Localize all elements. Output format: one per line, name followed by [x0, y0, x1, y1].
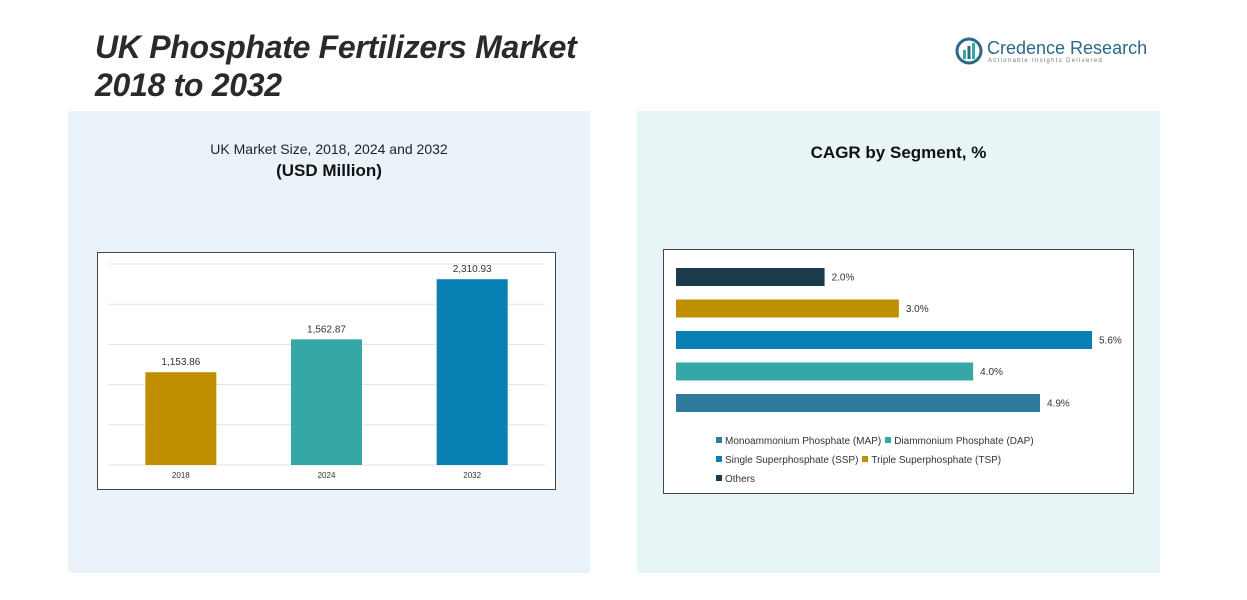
legend-swatch: [716, 475, 722, 481]
legend-swatch: [716, 437, 722, 443]
legend-swatch: [885, 437, 892, 443]
legend-item-triple-superphosphate-tsp: Triple Superphosphate (TSP): [862, 451, 1001, 470]
legend-item-single-superphosphate-ssp: Single Superphosphate (SSP): [716, 451, 858, 470]
data-label-single-superphosphate-ssp: 5.6%: [1099, 336, 1122, 347]
bar-2018: [145, 372, 217, 465]
bar-2024: [291, 339, 362, 465]
page-title-line-2: 2018 to 2032: [95, 67, 282, 103]
bar-monoammonium-phosphate-map: [676, 394, 1040, 412]
market-size-svg: 1,153.86 2018 1,562.87 2024 2,310.93 2032: [108, 263, 545, 480]
data-label-diammonium-phosphate-dap: 4.0%: [980, 367, 1003, 378]
logo-tagline: Actionable Insights Delivered: [988, 58, 1104, 64]
legend-item-monoammonium-phosphate-map: Monoammonium Phosphate (MAP): [716, 432, 881, 451]
page-title-line-1: UK Phosphate Fertilizers Market: [95, 29, 577, 65]
tick-label-2032: 2032: [463, 471, 481, 480]
market-size-chart: 1,153.86 2018 1,562.87 2024 2,310.93 2032: [97, 252, 556, 490]
data-label-triple-superphosphate-tsp: 3.0%: [906, 304, 929, 315]
bar-triple-superphosphate-tsp: [676, 299, 899, 318]
logo: Credence Research Actionable Insights De…: [955, 36, 1148, 70]
legend-item-diammonium-phosphate-dap: Diammonium Phosphate (DAP): [885, 432, 1034, 451]
legend-row: Monoammonium Phosphate (MAP) Diammonium P…: [716, 432, 1116, 451]
tick-label-2018: 2018: [172, 471, 190, 480]
cagr-panel: CAGR by Segment, % 2.0% 3.0% 5.6% 4.0% 4.9% …: [637, 111, 1160, 573]
market-size-chart-title: UK Market Size, 2018, 2024 and 2032: [210, 141, 448, 157]
bar-2032: [436, 279, 508, 465]
legend-row: Others: [716, 470, 1116, 489]
cagr-svg: 2.0% 3.0% 5.6% 4.0% 4.9%: [676, 268, 1122, 412]
legend-item-others: Others: [716, 470, 755, 489]
data-label-2024: 1,562.87: [307, 324, 346, 335]
tick-label-2024: 2024: [318, 471, 336, 480]
legend-row: Single Superphosphate (SSP) Triple Superp…: [716, 451, 1116, 470]
data-label-2018: 1,153.86: [161, 357, 200, 368]
data-label-2032: 2,310.93: [453, 264, 492, 275]
legend-label: Single Superphosphate (SSP): [725, 455, 859, 466]
market-size-chart-subtitle: (USD Million): [276, 161, 382, 180]
credence-logo-icon: [955, 37, 983, 65]
legend-swatch: [716, 456, 722, 462]
legend-label: Triple Superphosphate (TSP): [871, 455, 1002, 466]
cagr-legend: Monoammonium Phosphate (MAP) Diammonium P…: [716, 432, 1116, 489]
page-title: UK Phosphate Fertilizers Market 2018 to …: [95, 28, 577, 104]
bar-others: [676, 268, 825, 286]
cagr-chart-title: CAGR by Segment, %: [810, 143, 987, 162]
bar-single-superphosphate-ssp: [676, 331, 1092, 349]
cagr-chart: 2.0% 3.0% 5.6% 4.0% 4.9% Monoammonium Phosph…: [663, 249, 1134, 494]
bar-diammonium-phosphate-dap: [676, 362, 974, 381]
legend-label: Monoammonium Phosphate (MAP): [725, 436, 882, 447]
legend-label: Others: [725, 474, 756, 485]
legend-swatch: [862, 456, 869, 462]
data-label-others: 2.0%: [832, 273, 855, 284]
data-label-monoammonium-phosphate-map: 4.9%: [1047, 399, 1070, 410]
logo-name: Credence Research: [987, 38, 1148, 58]
market-size-panel: UK Market Size, 2018, 2024 and 2032 (USD…: [68, 111, 590, 573]
legend-label: Diammonium Phosphate (DAP): [894, 436, 1034, 447]
